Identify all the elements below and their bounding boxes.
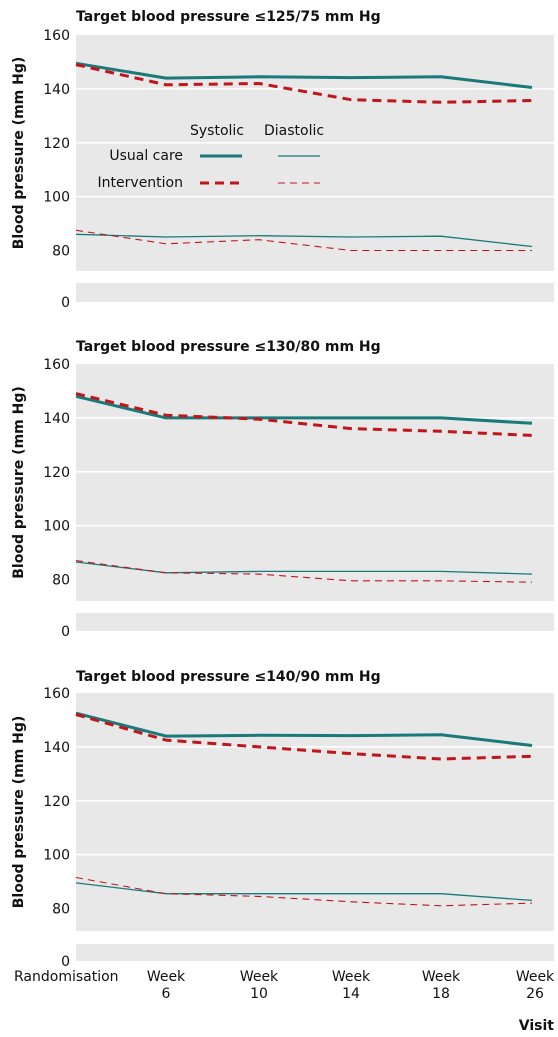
plot-area (76, 35, 554, 271)
y-tick-label: 100 (43, 519, 70, 535)
series-line-intervention-diastolic (75, 876, 533, 907)
y-tick-label: 100 (43, 190, 70, 206)
y-tick-label: 160 (43, 686, 70, 702)
series-line-usual-care-diastolic (75, 233, 533, 248)
y-tick-label: 0 (61, 954, 70, 970)
panel-title: Target blood pressure ≤130/80 mm Hg (76, 339, 381, 355)
x-tick-label: Week (147, 969, 186, 985)
plot-area (76, 693, 554, 931)
series-line-intervention-systolic (75, 713, 533, 761)
y-tick-label: 100 (43, 848, 70, 864)
x-tick-label: 18 (432, 986, 450, 1002)
y-tick-label: 0 (61, 295, 70, 311)
y-tick-label: 0 (61, 624, 70, 640)
series-line-usual-care-diastolic (75, 882, 533, 902)
plot-area-zero (76, 283, 554, 302)
x-axis-title: Visit (519, 1018, 555, 1034)
y-tick-label: 140 (43, 411, 70, 427)
plot-area (76, 364, 554, 601)
x-tick-label: 6 (162, 986, 171, 1002)
y-tick-label: 140 (43, 82, 70, 98)
series-line-usual-care-systolic (75, 394, 533, 425)
x-tick-label: 10 (250, 986, 268, 1002)
legend-header-systolic: Systolic (190, 123, 244, 139)
y-tick-label: 80 (52, 573, 70, 589)
plot-area-zero (76, 944, 554, 961)
x-axis: Randomisation Week6Week10Week14Week18Week… (14, 969, 555, 1034)
panel-1: Target blood pressure ≤125/75 mm Hg Blood… (11, 9, 554, 311)
y-tick-label: 160 (43, 28, 70, 44)
panel-2: Target blood pressure ≤130/80 mm Hg Blood… (11, 339, 554, 640)
legend-label-usual-care: Usual care (109, 148, 183, 164)
y-tick-label: 160 (43, 357, 70, 373)
series-line-intervention-systolic (75, 63, 533, 104)
x-tick-label: Week (516, 969, 555, 985)
y-tick-label: 80 (52, 244, 70, 260)
series-line-usual-care-systolic (75, 61, 533, 89)
plot-area-zero (76, 613, 554, 631)
y-axis-label: Blood pressure (mm Hg) (11, 716, 27, 909)
series-line-intervention-diastolic (75, 560, 533, 583)
x-tick-label: Randomisation (14, 969, 119, 985)
y-tick-label: 120 (43, 465, 70, 481)
legend-label-intervention: Intervention (98, 175, 183, 191)
x-tick-label: Week (240, 969, 279, 985)
panel-title: Target blood pressure ≤125/75 mm Hg (76, 9, 381, 25)
panel-title: Target blood pressure ≤140/90 mm Hg (76, 669, 381, 685)
x-tick-label: 26 (526, 986, 544, 1002)
x-tick-label: Week (422, 969, 461, 985)
series-line-intervention-diastolic (75, 229, 532, 252)
series-line-intervention-systolic (75, 392, 533, 437)
y-axis-label: Blood pressure (mm Hg) (11, 57, 27, 250)
x-tick-label: 14 (342, 986, 360, 1002)
legend: Systolic Diastolic Usual care Intervention (98, 123, 325, 191)
y-tick-label: 140 (43, 740, 70, 756)
y-axis-label: Blood pressure (mm Hg) (11, 386, 27, 579)
series-line-usual-care-systolic (75, 711, 533, 747)
y-tick-label: 120 (43, 136, 70, 152)
y-tick-label: 80 (52, 902, 70, 918)
legend-header-diastolic: Diastolic (264, 123, 324, 139)
y-tick-label: 120 (43, 794, 70, 810)
panel-3: Target blood pressure ≤140/90 mm Hg Blood… (11, 669, 554, 970)
x-tick-label: Week (332, 969, 371, 985)
